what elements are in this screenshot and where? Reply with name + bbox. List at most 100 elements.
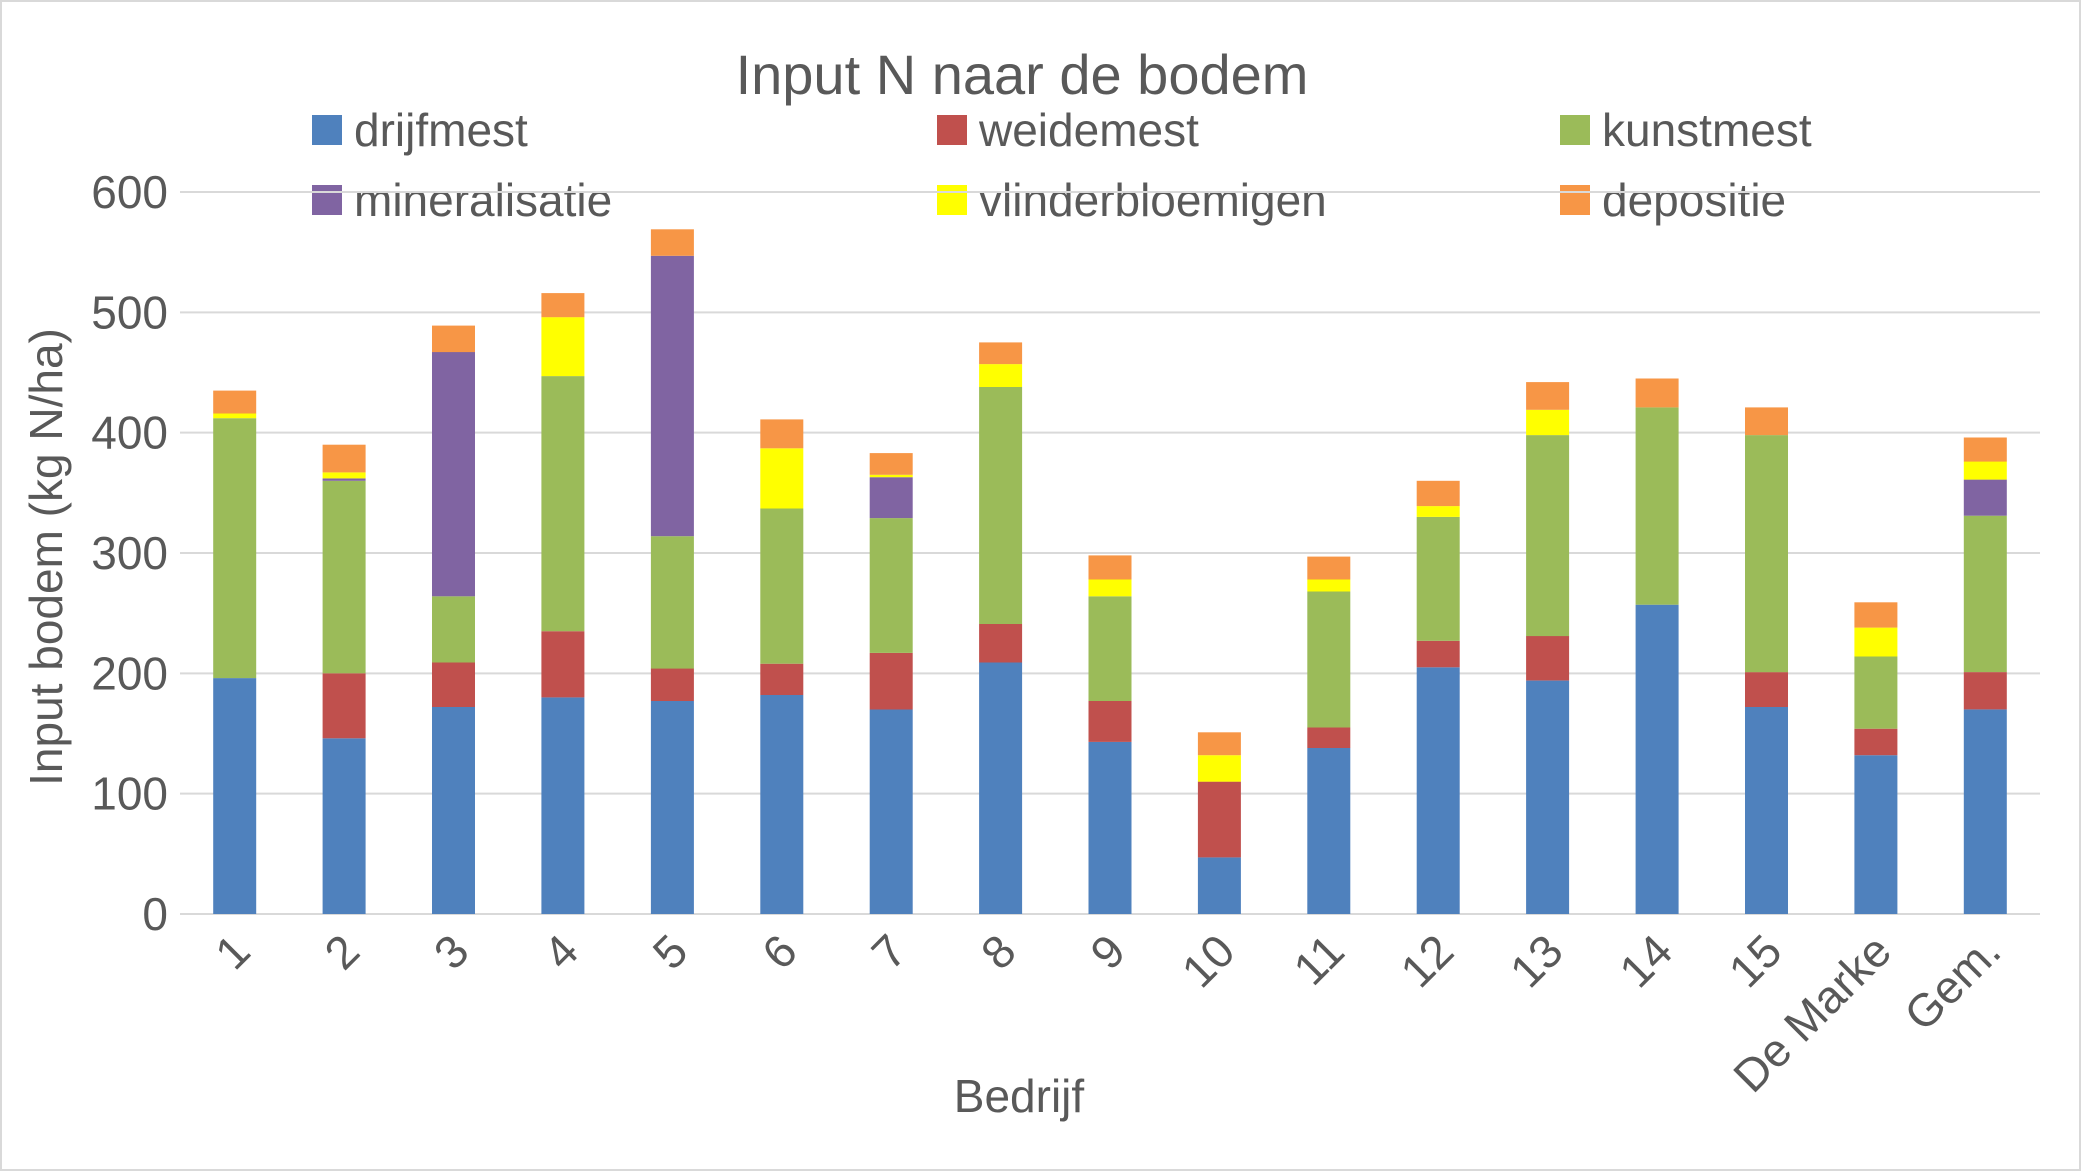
bar-14-drijfmest	[1635, 604, 1679, 914]
bar-8-weidemest	[979, 624, 1023, 663]
bar-7-kunstmest	[869, 518, 913, 653]
x-tick-label-1: 1	[205, 924, 260, 979]
bar-5-drijfmest	[650, 701, 694, 914]
y-tick-label-200: 200	[91, 647, 168, 699]
bar-4-depositie	[541, 293, 585, 318]
x-tick-label-gem: Gem.	[1894, 924, 2010, 1040]
bar-3-kunstmest	[432, 596, 475, 663]
bar-1-depositie	[213, 390, 257, 414]
y-tick-label-500: 500	[91, 286, 168, 338]
bars	[213, 229, 2007, 914]
legend: drijfmest weidemest kunstmest mineralisatie…	[312, 104, 1812, 226]
bar-10-depositie	[1197, 732, 1241, 756]
bar-9-depositie	[1088, 555, 1132, 580]
bar-gem-kunstmest	[1963, 515, 2007, 673]
bar-gem-weidemest	[1963, 672, 2007, 710]
bar-15-weidemest	[1745, 672, 1788, 707]
bar-2-kunstmest	[322, 480, 366, 674]
x-tick-label-2: 2	[314, 924, 369, 979]
y-axis-title: Input bodem (kg N/ha)	[20, 328, 72, 786]
bar-3-weidemest	[432, 662, 475, 707]
bar-13-drijfmest	[1526, 680, 1570, 914]
bar-7-mineralisatie	[869, 477, 913, 519]
x-tick-label-3: 3	[424, 924, 479, 979]
bar-3-mineralisatie	[432, 352, 475, 597]
bar-de-marke-drijfmest	[1854, 755, 1898, 914]
bar-gem-drijfmest	[1963, 709, 2007, 914]
legend-swatch-kunstmest	[1560, 115, 1590, 145]
y-tick-label-0: 0	[142, 888, 168, 940]
bar-8-drijfmest	[979, 662, 1023, 914]
y-axis-ticks: 0 100 200 300 400 500 600	[91, 166, 168, 940]
bar-2-mineralisatie	[322, 478, 366, 481]
bar-4-kunstmest	[541, 376, 585, 632]
bar-7-weidemest	[869, 652, 913, 710]
bar-de-marke-weidemest	[1854, 728, 1898, 756]
legend-swatch-vlinderbloemigen	[937, 185, 967, 215]
bar-11-vlinderbloemigen	[1307, 579, 1351, 592]
bar-7-depositie	[869, 453, 913, 475]
bar-5-kunstmest	[650, 536, 694, 669]
bar-1-kunstmest	[213, 418, 257, 679]
bar-2-drijfmest	[322, 738, 366, 914]
bar-12-depositie	[1416, 480, 1460, 507]
bar-11-drijfmest	[1307, 747, 1351, 914]
legend-label-vlinderbloemigen: vlinderbloemigen	[979, 174, 1327, 226]
x-tick-label-4: 4	[533, 924, 588, 979]
bar-13-vlinderbloemigen	[1526, 409, 1570, 436]
bar-5-mineralisatie	[650, 255, 694, 537]
bar-4-weidemest	[541, 631, 585, 698]
bar-10-weidemest	[1197, 781, 1241, 858]
legend-label-depositie: depositie	[1602, 174, 1786, 226]
bar-11-kunstmest	[1307, 591, 1351, 728]
bar-gem-vlinderbloemigen	[1963, 461, 2007, 480]
x-tick-label-12: 12	[1390, 924, 1463, 997]
bar-5-weidemest	[650, 668, 694, 701]
bar-4-vlinderbloemigen	[541, 317, 585, 377]
x-tick-label-9: 9	[1080, 924, 1135, 979]
bar-3-depositie	[432, 325, 475, 353]
x-tick-label-13: 13	[1500, 924, 1573, 997]
legend-label-weidemest: weidemest	[978, 104, 1199, 156]
bar-11-weidemest	[1307, 727, 1351, 748]
bar-12-weidemest	[1416, 640, 1460, 668]
y-tick-label-400: 400	[91, 407, 168, 459]
x-tick-label-15: 15	[1719, 924, 1792, 997]
bar-4-drijfmest	[541, 697, 585, 914]
bar-13-kunstmest	[1526, 435, 1570, 637]
bar-de-marke-kunstmest	[1854, 656, 1898, 729]
bar-12-drijfmest	[1416, 667, 1460, 914]
x-tick-label-14: 14	[1609, 924, 1682, 997]
bar-2-vlinderbloemigen	[322, 472, 366, 479]
legend-label-mineralisatie: mineralisatie	[354, 174, 612, 226]
bar-13-weidemest	[1526, 636, 1570, 681]
x-tick-label-11: 11	[1283, 924, 1354, 995]
chart-title: Input N naar de bodem	[736, 43, 1309, 106]
bar-6-weidemest	[760, 663, 804, 695]
bar-9-kunstmest	[1088, 596, 1132, 701]
bar-2-weidemest	[322, 673, 366, 739]
bar-8-depositie	[979, 342, 1023, 365]
x-tick-label-7: 7	[861, 924, 916, 979]
legend-swatch-weidemest	[937, 115, 967, 145]
bar-15-drijfmest	[1745, 707, 1788, 914]
bar-12-kunstmest	[1416, 516, 1460, 641]
bar-2-depositie	[322, 444, 366, 473]
bar-14-depositie	[1635, 378, 1679, 408]
bar-6-drijfmest	[760, 695, 804, 914]
bar-7-vlinderbloemigen	[869, 474, 913, 478]
y-tick-label-600: 600	[91, 166, 168, 218]
bar-de-marke-vlinderbloemigen	[1854, 627, 1898, 657]
x-tick-label-8: 8	[971, 924, 1026, 979]
bar-1-drijfmest	[213, 678, 257, 914]
bar-13-depositie	[1526, 382, 1570, 410]
bar-12-vlinderbloemigen	[1416, 506, 1460, 517]
bar-9-vlinderbloemigen	[1088, 579, 1132, 597]
bar-8-vlinderbloemigen	[979, 364, 1023, 387]
bar-10-drijfmest	[1197, 857, 1241, 914]
bar-6-vlinderbloemigen	[760, 448, 804, 509]
bar-15-depositie	[1745, 407, 1788, 436]
y-tick-label-100: 100	[91, 768, 168, 820]
